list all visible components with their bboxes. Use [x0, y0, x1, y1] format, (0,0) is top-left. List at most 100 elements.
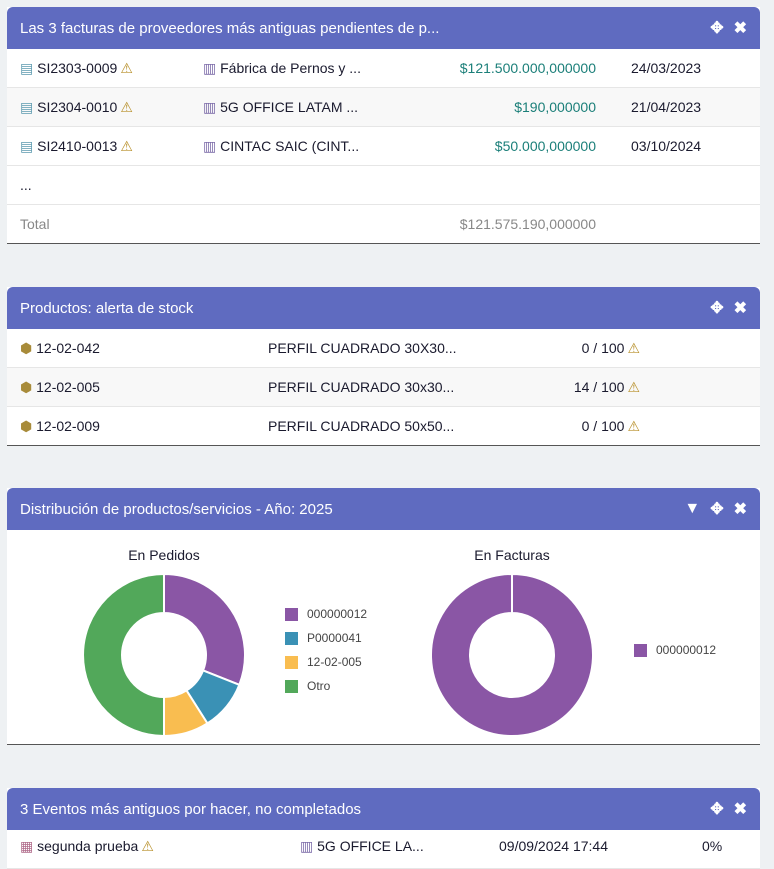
widget-title: Distribución de productos/servicios - Añ…: [20, 500, 333, 518]
widget-header[interactable]: Productos: alerta de stock ✥ ✖: [7, 287, 760, 329]
stock-qty: 0 / 100: [581, 417, 625, 434]
legend-swatch: [285, 607, 298, 621]
invoice-row[interactable]: ▤ SI2410-0013 ⚠ ▥ CINTAC SAIC (CINT... $5…: [7, 127, 760, 166]
stock-row[interactable]: ⬢ 12-02-009 PERFIL CUADRADO 50x50... 0 /…: [7, 407, 760, 445]
invoice-ref[interactable]: SI2304-0010: [37, 98, 118, 115]
move-icon[interactable]: ✥: [710, 20, 724, 37]
warning-icon: ⚠: [120, 59, 133, 76]
chart-title: En Pedidos: [128, 547, 200, 563]
legend-label: 000000012: [307, 607, 368, 621]
supplier-link[interactable]: 5G OFFICE LATAM ...: [220, 98, 359, 115]
chart-title: En Facturas: [474, 547, 550, 563]
calendar-icon: ▦: [20, 838, 34, 854]
product-icon: ⬢: [20, 378, 33, 395]
legend-label: P0000041: [307, 631, 362, 645]
event-company[interactable]: 5G OFFICE LA...: [317, 838, 424, 854]
warning-icon: ⚠: [120, 137, 133, 154]
move-icon[interactable]: ✥: [710, 801, 724, 818]
invoice-ref[interactable]: SI2410-0013: [37, 137, 118, 154]
invoice-row[interactable]: ▤ SI2304-0010 ⚠ ▥ 5G OFFICE LATAM ... $19…: [7, 88, 760, 127]
legend-label: 000000012: [656, 643, 717, 657]
stock-row[interactable]: ⬢ 12-02-005 PERFIL CUADRADO 30x30... 14 …: [7, 368, 760, 407]
warning-icon: ⚠: [627, 339, 640, 356]
invoice-date: 03/10/2024: [631, 138, 702, 154]
chart-legend: 000000012 P0000041 12-02-005 Otro: [285, 607, 367, 703]
donut-chart: [82, 572, 246, 738]
event-label[interactable]: segunda prueba: [37, 838, 139, 854]
warning-icon: ⚠: [627, 417, 640, 434]
widget-title: Las 3 facturas de proveedores más antigu…: [20, 19, 440, 37]
product-ref[interactable]: 12-02-005: [36, 378, 100, 395]
legend-item[interactable]: Otro: [285, 679, 367, 693]
legend-item[interactable]: 12-02-005: [285, 655, 367, 669]
close-icon[interactable]: ✖: [733, 501, 747, 518]
invoice-icon: ▤: [20, 98, 34, 115]
invoice-icon: ▤: [20, 59, 34, 76]
warning-icon: ⚠: [141, 838, 154, 854]
invoice-date: 21/04/2023: [631, 99, 702, 115]
legend-item[interactable]: 000000012: [285, 607, 367, 621]
supplier-link[interactable]: CINTAC SAIC (CINT...: [220, 137, 360, 154]
total-label: Total: [20, 216, 50, 232]
legend-item[interactable]: P0000041: [285, 631, 367, 645]
legend-swatch: [634, 643, 647, 657]
legend-swatch: [285, 631, 298, 645]
close-icon[interactable]: ✖: [733, 801, 747, 818]
warning-icon: ⚠: [627, 378, 640, 395]
more-row[interactable]: ...: [7, 166, 760, 205]
invoice-ref[interactable]: SI2303-0009: [37, 59, 118, 76]
stock-qty: 0 / 100: [581, 339, 625, 356]
donut-slice[interactable]: [82, 572, 165, 738]
total-row: Total $121.575.190,000000: [7, 205, 760, 243]
invoice-amount: $190,000000: [514, 99, 596, 115]
more-link[interactable]: ...: [20, 177, 32, 193]
events-widget: 3 Eventos más antiguos por hacer, no com…: [7, 788, 760, 869]
product-icon: ⬢: [20, 417, 33, 434]
legend-item[interactable]: 000000012: [634, 643, 716, 657]
event-progress: 0%: [702, 838, 723, 854]
event-row[interactable]: ▦ segunda prueba ⚠ ▥ 5G OFFICE LA... 09/0…: [7, 830, 760, 869]
event-date: 09/09/2024 17:44: [499, 838, 608, 854]
donut-chart: [429, 572, 594, 737]
product-icon: ⬢: [20, 339, 33, 356]
donut-slice[interactable]: [163, 572, 246, 687]
legend-label: Otro: [307, 679, 331, 693]
move-icon[interactable]: ✥: [710, 300, 724, 317]
widget-header[interactable]: Distribución de productos/servicios - Añ…: [7, 488, 760, 530]
legend-swatch: [285, 655, 298, 669]
invoice-amount: $121.500.000,000000: [459, 60, 596, 76]
product-label: PERFIL CUADRADO 30x30...: [268, 379, 455, 395]
widget-header[interactable]: 3 Eventos más antiguos por hacer, no com…: [7, 788, 760, 830]
stock-widget: Productos: alerta de stock ✥ ✖ ⬢ 12-02-042…: [7, 287, 760, 446]
chart-legend: 000000012: [634, 643, 716, 667]
invoice-icon: ▤: [20, 137, 34, 154]
move-icon[interactable]: ✥: [710, 501, 724, 518]
filter-icon[interactable]: ▼: [684, 500, 701, 517]
widget-title: 3 Eventos más antiguos por hacer, no com…: [20, 800, 362, 818]
legend-label: 12-02-005: [307, 655, 362, 669]
invoice-date: 24/03/2023: [631, 60, 702, 76]
supplier-link[interactable]: Fábrica de Pernos y ...: [220, 59, 361, 76]
total-amount: $121.575.190,000000: [459, 216, 596, 232]
building-icon: ▥: [300, 838, 314, 854]
stock-row[interactable]: ⬢ 12-02-042 PERFIL CUADRADO 30X30... 0 /…: [7, 329, 760, 368]
distribution-widget: Distribución de productos/servicios - Añ…: [7, 488, 760, 745]
building-icon: ▥: [203, 98, 217, 115]
close-icon[interactable]: ✖: [733, 20, 747, 37]
stock-qty: 14 / 100: [573, 378, 625, 395]
invoice-row[interactable]: ▤ SI2303-0009 ⚠ ▥ Fábrica de Pernos y ...…: [7, 49, 760, 88]
widget-title: Productos: alerta de stock: [20, 299, 194, 317]
warning-icon: ⚠: [120, 98, 133, 115]
widget-header[interactable]: Las 3 facturas de proveedores más antigu…: [7, 7, 760, 49]
product-ref[interactable]: 12-02-009: [36, 417, 100, 434]
product-label: PERFIL CUADRADO 30X30...: [268, 340, 457, 356]
invoice-amount: $50.000,000000: [494, 138, 596, 154]
close-icon[interactable]: ✖: [733, 300, 747, 317]
product-ref[interactable]: 12-02-042: [36, 339, 100, 356]
donut-slice[interactable]: [429, 572, 594, 737]
building-icon: ▥: [203, 137, 217, 154]
invoices-widget: Las 3 facturas de proveedores más antigu…: [7, 7, 760, 244]
legend-swatch: [285, 679, 298, 693]
building-icon: ▥: [203, 59, 217, 76]
product-label: PERFIL CUADRADO 50x50...: [268, 418, 455, 434]
